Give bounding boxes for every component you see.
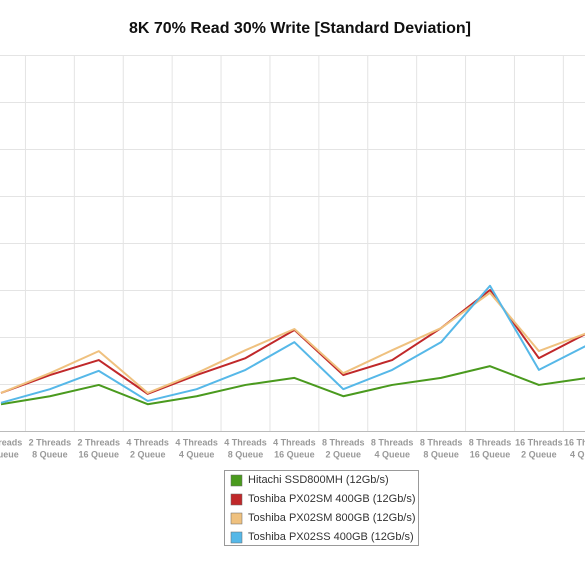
x-tick-label: 2 Queue — [326, 449, 362, 459]
x-tick-label: 16 Queue — [79, 449, 120, 459]
x-tick-label: 4 Threads — [126, 437, 169, 447]
series-line — [0, 284, 585, 404]
x-tick-label: 16 Threads — [515, 437, 563, 447]
x-tick-label: 4 Threads — [175, 437, 218, 447]
x-tick-label: 16 Queue — [470, 449, 511, 459]
x-tick-label: 4 Queue — [570, 449, 585, 459]
x-tick-label: 2 Queue — [130, 449, 166, 459]
chart-title: 8K 70% Read 30% Write [Standard Deviatio… — [129, 20, 471, 37]
x-tick-label: 4 Queue — [0, 449, 19, 459]
x-tick-label: 2 Queue — [521, 449, 557, 459]
series-line — [0, 365, 585, 406]
x-tick-label: 8 Queue — [228, 449, 264, 459]
x-tick-label: 4 Threads — [224, 437, 267, 447]
x-tick-label: 8 Threads — [371, 437, 414, 447]
series-line — [0, 291, 585, 394]
legend-label: Hitachi SSD800MH (12Gb/s) — [248, 474, 389, 486]
x-tick-label: 4 Threads — [273, 437, 316, 447]
x-tick-label: 16 Threads — [564, 437, 585, 447]
x-tick-label: 8 Threads — [469, 437, 512, 447]
legend-label: Toshiba PX02SM 800GB (12Gb/s) — [248, 512, 416, 524]
legend-label: Toshiba PX02SS 400GB (12Gb/s) — [248, 531, 414, 543]
x-tick-label: 2 Threads — [29, 437, 72, 447]
legend-swatch — [230, 531, 243, 544]
x-tick-label: 4 Queue — [374, 449, 410, 459]
x-tick-label: 4 Queue — [179, 449, 215, 459]
x-tick-label: 2 Threads — [0, 437, 22, 447]
x-tick-label: 2 Threads — [78, 437, 121, 447]
x-tick-label: 8 Queue — [423, 449, 459, 459]
legend-box — [224, 470, 419, 546]
legend-swatch — [230, 493, 243, 506]
legend-swatch — [230, 474, 243, 487]
legend-swatch — [230, 512, 243, 525]
x-tick-label: 8 Threads — [322, 437, 365, 447]
x-tick-label: 16 Queue — [274, 449, 315, 459]
x-tick-label: 8 Threads — [420, 437, 463, 447]
legend-label: Toshiba PX02SM 400GB (12Gb/s) — [248, 493, 416, 505]
x-tick-label: 8 Queue — [32, 449, 68, 459]
